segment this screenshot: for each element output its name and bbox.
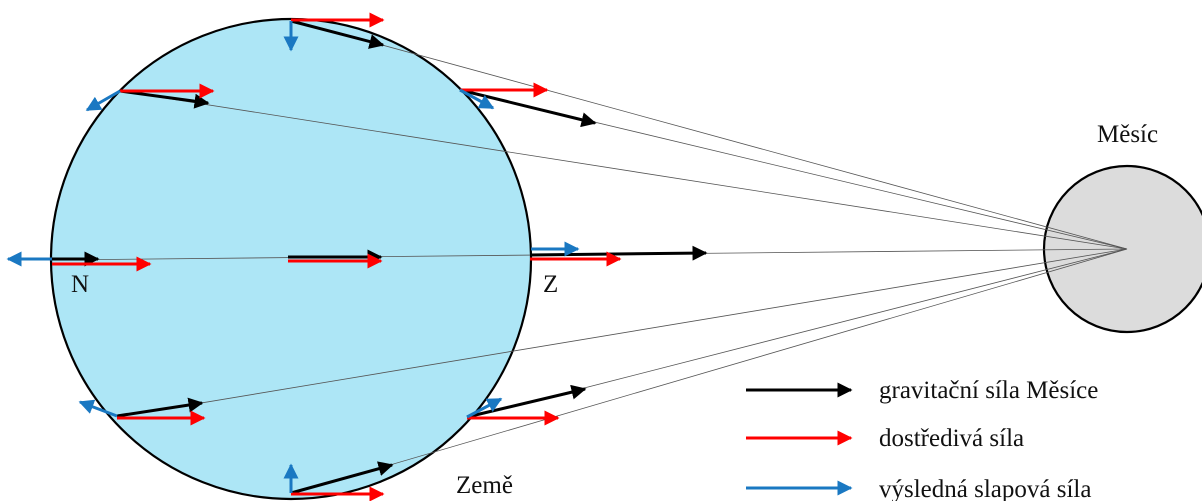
far-point-label: N [71, 271, 89, 298]
gravity-arrow [290, 461, 394, 495]
ray-line [290, 19, 1128, 250]
gravity-arrow [529, 245, 708, 261]
gravity-arrow [116, 397, 204, 418]
centripetal-arrows [52, 12, 622, 501]
legend: gravitační síla Měsíce dostředivá síla v… [746, 377, 1098, 501]
legend-gravity-label: gravitační síla Měsíce [879, 377, 1098, 404]
legend-centripetal-label: dostředivá síla [879, 425, 1024, 452]
ray-line [119, 90, 1128, 250]
gravity-arrow [290, 19, 385, 49]
ray-line [116, 248, 1128, 418]
tidal-arrow [459, 88, 495, 110]
moon-label: Měsíc [1097, 121, 1158, 148]
near-point-label: Z [543, 271, 558, 298]
ray-lines [51, 19, 1128, 495]
tidal-arrow [85, 89, 121, 112]
tidal-arrows [6, 21, 580, 493]
gravity-arrow [466, 384, 587, 419]
legend-tidal-label: výsledná slapová síla [879, 476, 1091, 501]
tidal-arrow [466, 397, 503, 419]
gravity-arrow [119, 89, 210, 109]
ray-line [290, 248, 1128, 495]
earth-label: Země [456, 472, 513, 499]
tidal-arrow [78, 399, 118, 418]
